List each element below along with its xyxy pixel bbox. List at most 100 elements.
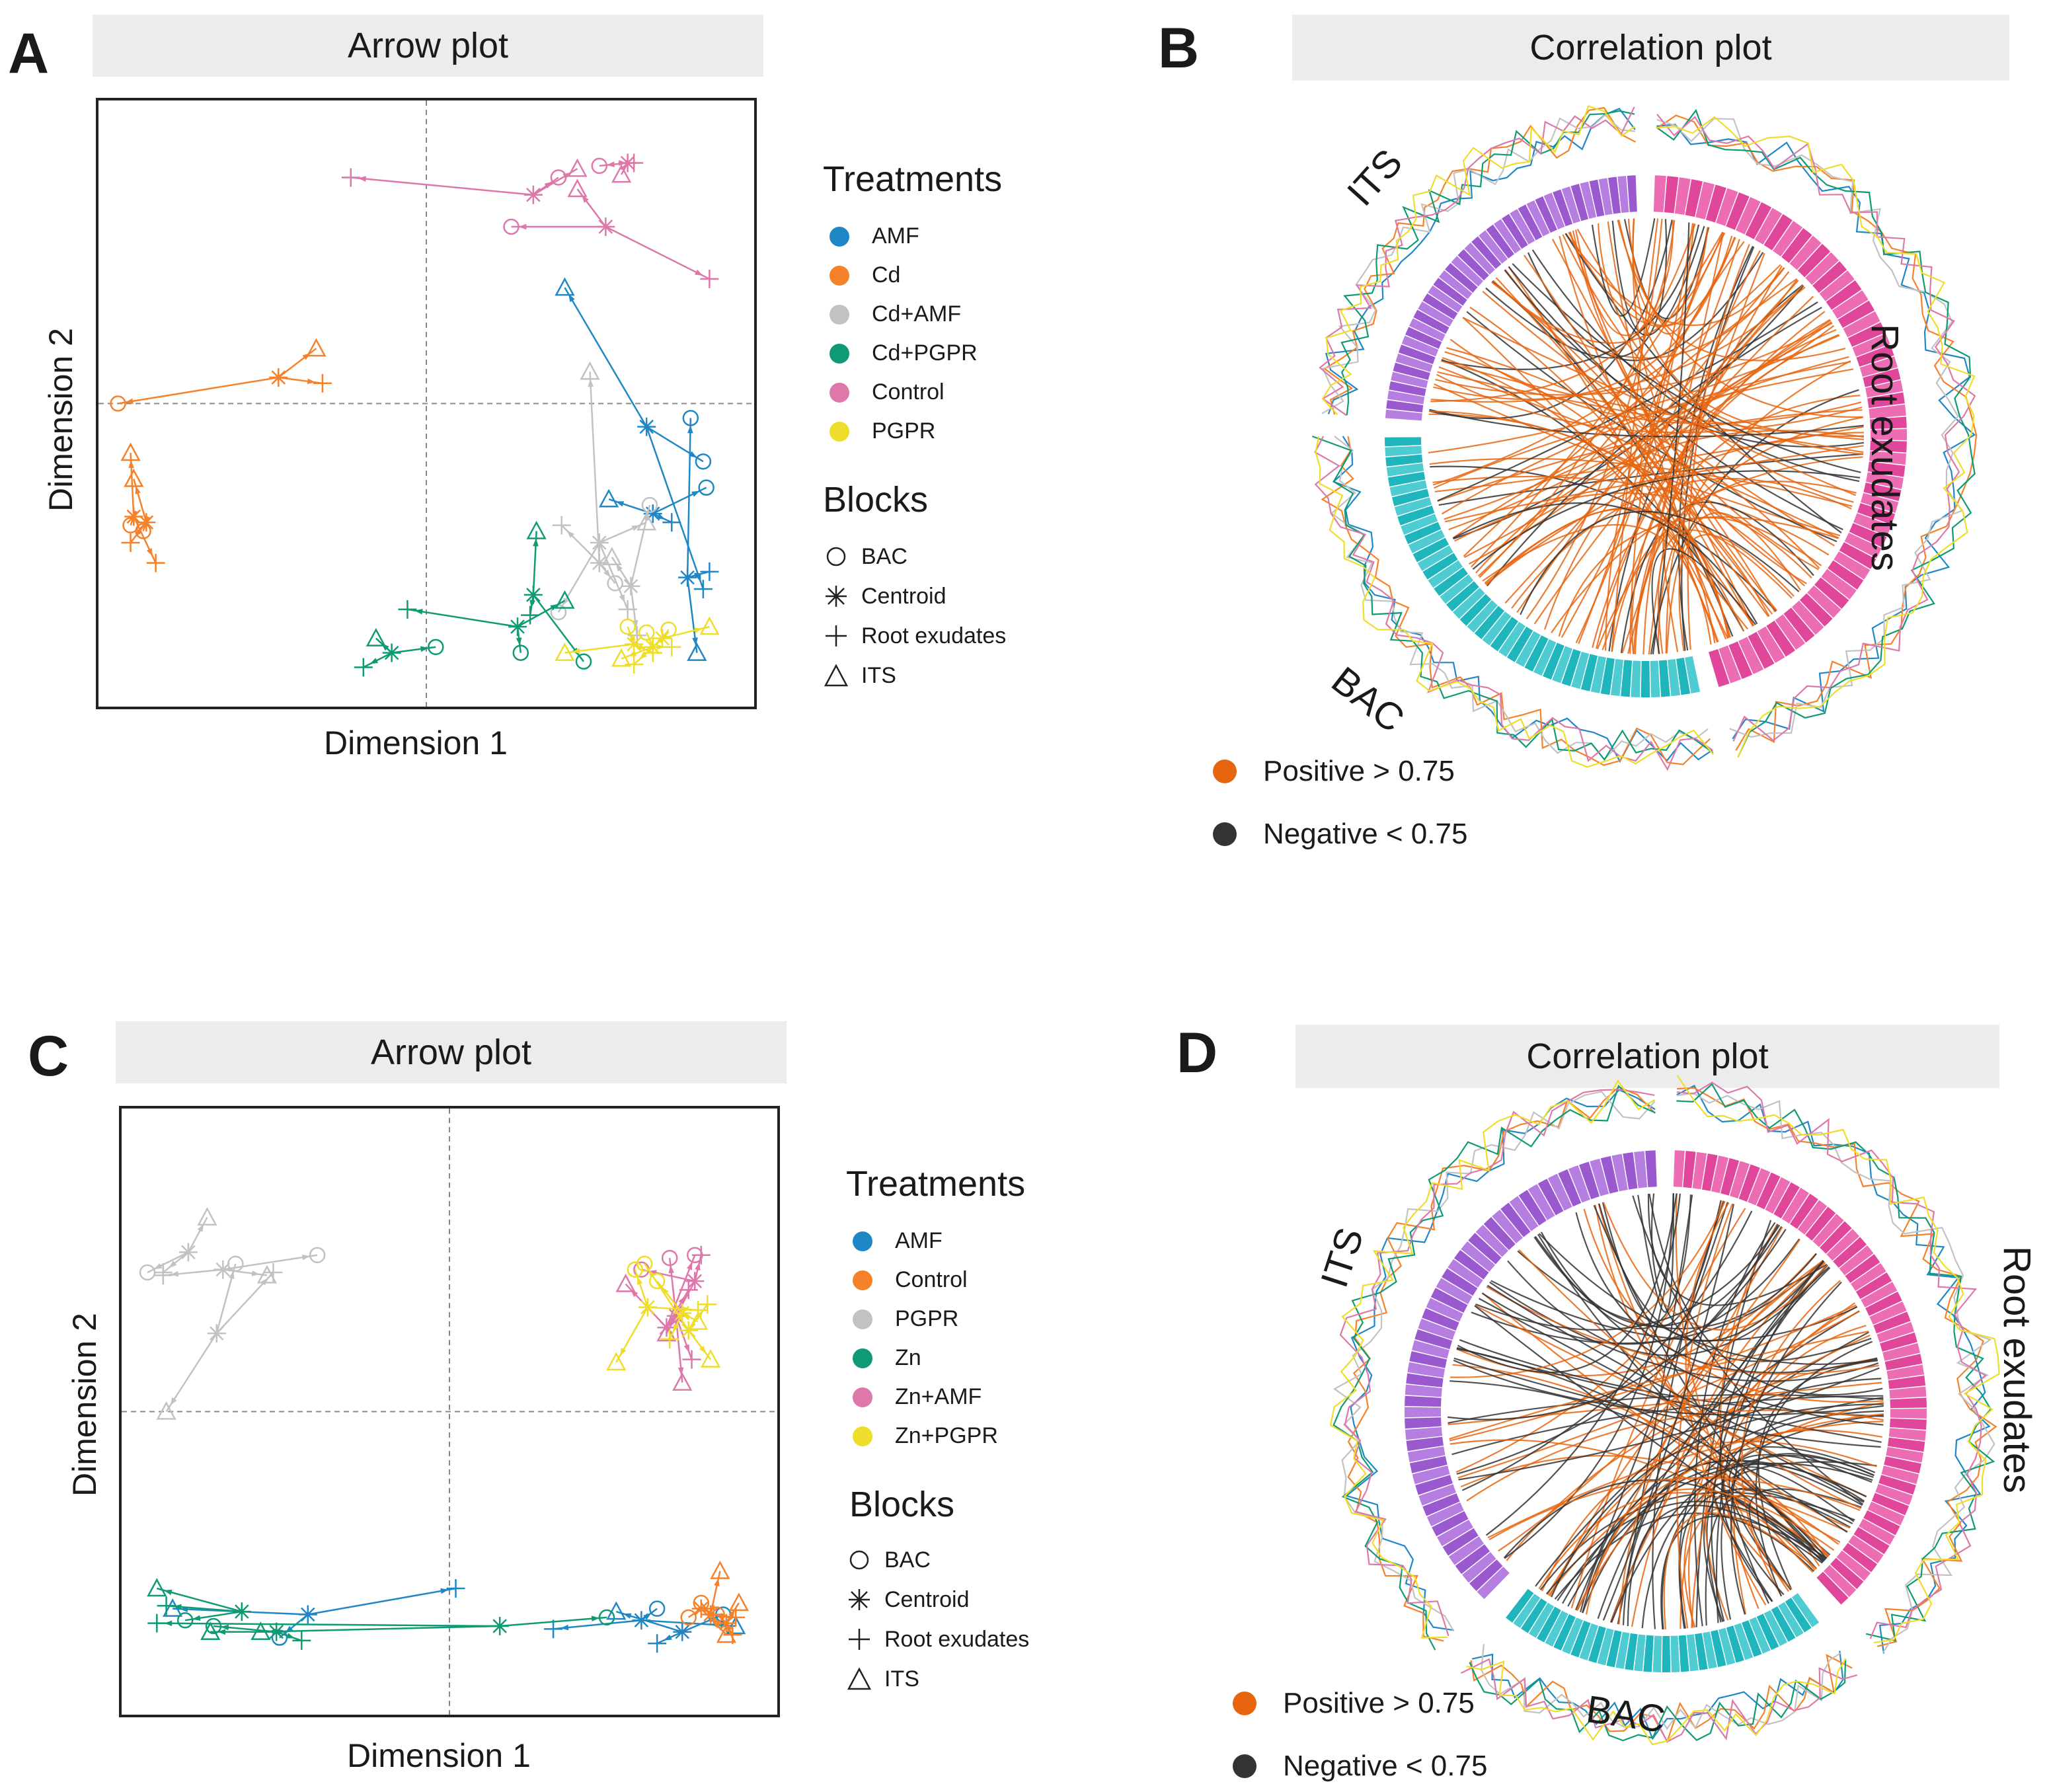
correlation-link	[1429, 457, 1853, 508]
sector-root-cell	[1826, 1229, 1860, 1261]
sector-root-cell	[1865, 380, 1904, 398]
arrowhead-zn-0-its	[163, 1589, 173, 1596]
sector-bac-cell	[1391, 488, 1430, 506]
marker-control-2-centroid	[618, 153, 637, 173]
correlation-link	[1450, 1200, 1726, 1378]
sector-bac-cell	[1763, 1610, 1788, 1647]
sector-root-cell	[1839, 542, 1876, 569]
marker-amf-1-re	[544, 1619, 563, 1639]
sector-root-cell	[1719, 645, 1742, 683]
legend-block-label: ITS	[884, 1666, 919, 1692]
sector-its-cell	[1543, 192, 1565, 230]
sector-its-cell	[1426, 1298, 1463, 1322]
sector-root-cell	[1797, 243, 1831, 278]
sector-its-cell	[1578, 1161, 1600, 1200]
legend-block-label: ITS	[861, 662, 896, 688]
marker-control-1-its	[728, 1592, 750, 1612]
abundance-track-root	[1656, 116, 1976, 758]
legend-treatment-item: PGPR	[853, 1306, 958, 1332]
sector-root-cell	[1870, 440, 1907, 453]
sector-its-cell	[1468, 1233, 1502, 1265]
legend-treatment-label: Control	[872, 379, 945, 405]
sector-root-cell	[1834, 551, 1871, 580]
sector-its-cell	[1547, 1173, 1572, 1211]
correlation-legend-swatch	[1233, 1754, 1256, 1778]
correlation-link	[1559, 235, 1755, 627]
marker-amf-1-its	[726, 1616, 746, 1635]
arrowhead-pgpr-2-its	[170, 1397, 177, 1406]
arrow-cd-0-bac	[118, 376, 279, 405]
series-zn	[147, 1578, 615, 1650]
marker-pgpr-1-re	[153, 1266, 173, 1285]
correlation-link	[1629, 232, 1726, 654]
correlation-link	[1447, 1229, 1787, 1421]
sector-its-cell	[1509, 1196, 1539, 1231]
marker-cd-amf-2-its	[637, 512, 657, 531]
sector-root-cell	[1886, 1364, 1925, 1380]
sector-bac-cell	[1588, 1625, 1606, 1663]
sector-bac-cell	[1606, 1630, 1622, 1668]
marker-cd-2-re	[121, 533, 140, 552]
correlation-link	[1520, 510, 1800, 615]
correlation-link	[1436, 373, 1863, 434]
legend-block-label: Centroid	[861, 583, 946, 609]
sector-its-cell	[1418, 1318, 1456, 1341]
legend-treatment-item: Zn	[853, 1345, 921, 1371]
sector-bac-cell	[1408, 529, 1446, 553]
correlation-link	[1456, 1348, 1848, 1533]
arrowhead-control-1-re	[695, 269, 703, 276]
correlation-link	[1665, 534, 1731, 654]
sector-root-cell	[1848, 1535, 1884, 1564]
abundance-track-its	[1323, 106, 1637, 415]
marker-cd-pgpr-1-re	[398, 600, 417, 619]
sector-its-cell	[1428, 285, 1463, 313]
correlation-link	[1592, 319, 1831, 648]
abundance-track-root	[1656, 124, 1976, 740]
correlation-link	[1449, 1304, 1857, 1442]
sector-its-cell	[1469, 1559, 1503, 1591]
marker-cd-pgpr-2-its	[526, 520, 547, 539]
arrowhead-control-2-bac	[606, 161, 615, 167]
sector-bac-cell	[1676, 658, 1691, 695]
sector-root-cell	[1884, 1354, 1923, 1370]
sector-bac-cell	[1482, 611, 1512, 646]
arrowhead-amf-0-re	[440, 1588, 449, 1594]
sector-root-cell	[1890, 1397, 1927, 1409]
legend-color-swatch	[830, 265, 849, 286]
sector-bac-cell	[1543, 643, 1564, 680]
arrowhead-zn-amf-2-bac	[686, 1261, 693, 1270]
correlation-link	[1558, 516, 1839, 637]
legend-block-item: Centroid	[823, 583, 946, 609]
marker-cd-pgpr-1-its	[555, 590, 575, 609]
correlation-link	[1442, 361, 1851, 515]
series-control	[680, 1561, 750, 1645]
correlation-link	[1445, 445, 1864, 523]
arrowhead-pgpr-1-bac	[301, 1254, 311, 1261]
sector-bac-cell	[1742, 1620, 1762, 1657]
arrowhead-control-1-bac	[518, 223, 527, 230]
marker-cd-pgpr-0-centroid	[382, 643, 401, 662]
arrowhead-zn-2-bac	[591, 1616, 600, 1621]
legend-color-swatch	[853, 1270, 872, 1290]
marker-pgpr-2-bac	[638, 624, 655, 641]
sector-its-cell	[1412, 1340, 1449, 1359]
series-cd-amf	[550, 361, 658, 645]
correlation-link	[1457, 1310, 1860, 1479]
correlation-link	[1433, 368, 1854, 489]
arrowhead-zn-pgpr-0-bac	[637, 1276, 643, 1285]
marker-cd-2-its	[124, 468, 144, 487]
legend-block-label: Root exudates	[861, 623, 1007, 648]
marker-pgpr-1-its	[699, 616, 720, 635]
marker-cd-1-its	[120, 442, 141, 461]
arrowhead-pgpr-0-bac	[153, 1263, 163, 1270]
sector-bac-cell	[1404, 522, 1442, 545]
sector-root-cell	[1821, 568, 1857, 600]
sector-its-cell	[1464, 243, 1495, 275]
sector-its-cell	[1589, 179, 1605, 217]
sector-root-cell	[1711, 1155, 1728, 1193]
circle-icon	[846, 1547, 872, 1573]
sector-root-cell	[1856, 344, 1894, 367]
sector-root-cell	[1789, 235, 1822, 270]
correlation-link	[1549, 1261, 1826, 1597]
marker-pgpr-0-bac	[619, 618, 636, 635]
